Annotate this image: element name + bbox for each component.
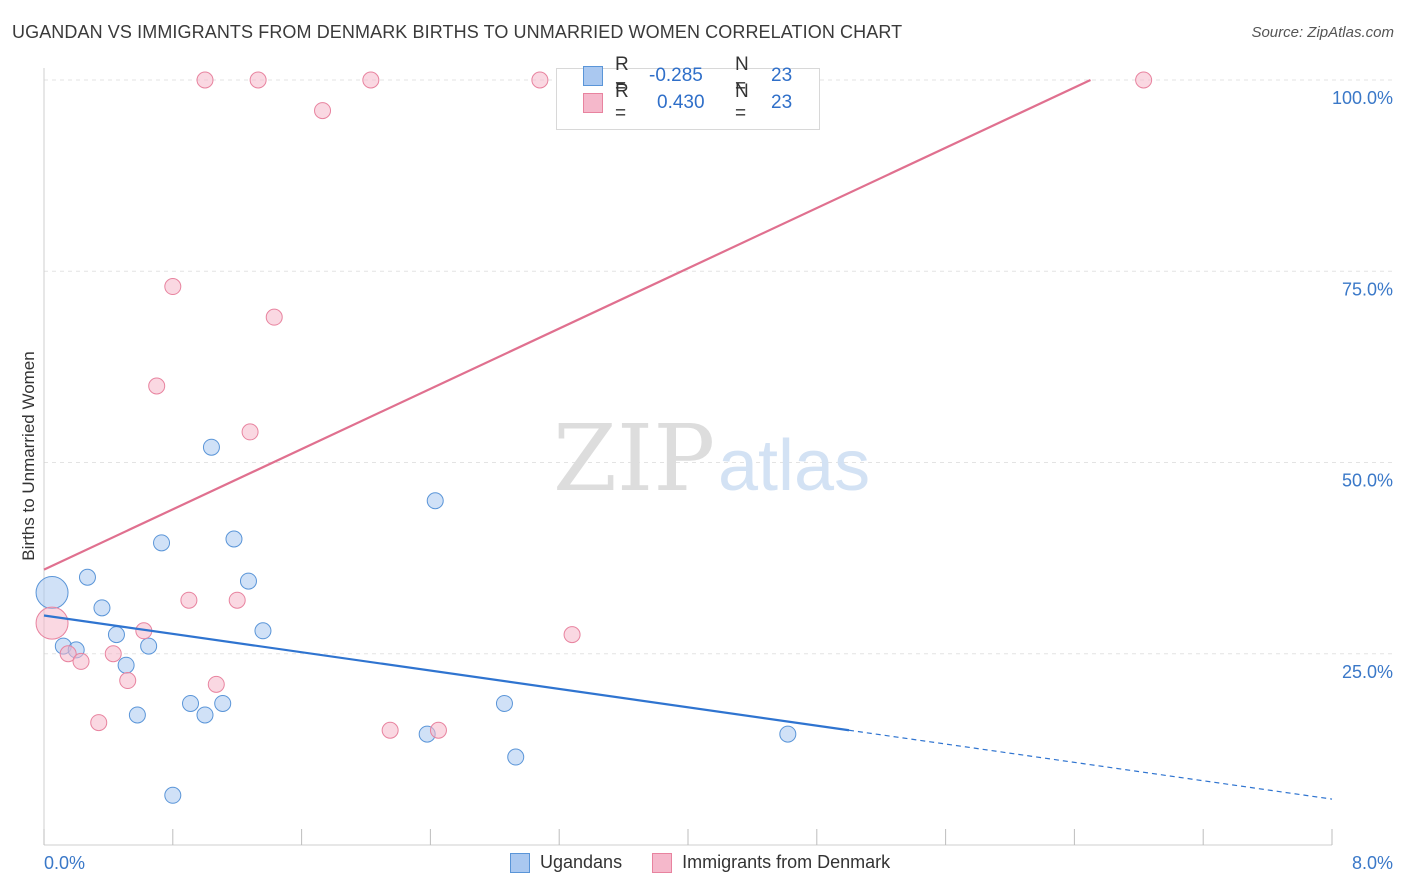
trend-line-extension [848, 729, 1333, 800]
stats-r-value: -0.285 [649, 65, 703, 86]
point-denmark [563, 626, 581, 644]
stats-legend: R = -0.285 N = 23 R = 0.430 N = 23 [556, 54, 820, 130]
tick-labels: 25.0% 50.0% 75.0% 100.0% 0.0% 8.0% [44, 88, 1393, 873]
stats-swatch-ugandans [583, 66, 603, 86]
x-tick-label: 8.0% [1352, 853, 1393, 873]
point-ugandans [202, 438, 220, 456]
point-denmark [35, 606, 69, 640]
trend-lines [43, 79, 1333, 800]
data-points [35, 71, 1153, 804]
point-ugandans [117, 656, 135, 674]
y-tick-label: 100.0% [1332, 88, 1393, 108]
point-denmark [148, 377, 166, 395]
point-ugandans [93, 599, 111, 617]
stats-r-value: 0.430 [657, 92, 705, 113]
point-ugandans [507, 748, 525, 766]
x-tick-label: 0.0% [44, 853, 85, 873]
legend-swatch-denmark [652, 852, 673, 873]
point-ugandans [78, 568, 96, 586]
stats-swatch-denmark [583, 93, 603, 113]
point-ugandans [239, 572, 257, 590]
point-denmark [90, 714, 108, 732]
point-ugandans [779, 725, 797, 743]
point-denmark [362, 71, 380, 89]
point-denmark [241, 423, 259, 441]
y-tick-label: 25.0% [1342, 662, 1393, 682]
point-ugandans [495, 694, 513, 712]
stats-r-label: R = [615, 81, 629, 124]
stats-n-label: N = [735, 81, 749, 124]
point-denmark [1135, 71, 1153, 89]
legend-label-ugandans: Ugandans [540, 852, 623, 872]
point-denmark [164, 278, 182, 296]
point-denmark [119, 672, 137, 690]
point-ugandans [426, 492, 444, 510]
watermark: ZIP atlas [553, 405, 870, 512]
point-denmark [265, 308, 283, 326]
point-denmark [429, 721, 447, 739]
point-ugandans [128, 706, 146, 724]
stats-n-label: N = [735, 54, 749, 97]
point-denmark [72, 652, 90, 670]
point-denmark [104, 645, 122, 663]
point-ugandans [107, 626, 125, 644]
point-denmark [207, 675, 225, 693]
y-axis-label: Births to Unmarried Women [19, 351, 38, 560]
point-denmark [196, 71, 214, 89]
point-ugandans [182, 694, 200, 712]
grid-lines [44, 79, 1395, 655]
y-tick-label: 75.0% [1342, 279, 1393, 299]
legend-swatch-ugandans [510, 852, 530, 873]
point-ugandans [35, 576, 69, 610]
point-ugandans [225, 530, 243, 548]
point-ugandans [153, 534, 171, 552]
stats-r-label: R = [615, 54, 629, 97]
trend-line-denmark [43, 79, 1091, 571]
point-denmark [531, 71, 549, 89]
watermark-zip: ZIP [553, 405, 715, 512]
chart-title: UGANDAN VS IMMIGRANTS FROM DENMARK BIRTH… [12, 22, 903, 42]
point-denmark [249, 71, 267, 89]
legend-label-denmark: Immigrants from Denmark [682, 852, 891, 872]
chart-source: Source: ZipAtlas.com [1251, 24, 1394, 41]
point-denmark [180, 591, 198, 609]
legend-item-denmark[interactable]: Immigrants from Denmark [652, 852, 890, 873]
stats-n-value: 23 [771, 92, 793, 113]
point-denmark [381, 721, 399, 739]
point-ugandans [214, 694, 232, 712]
stats-n-value: 23 [771, 65, 793, 86]
axes [43, 68, 1333, 846]
point-ugandans [140, 637, 158, 655]
point-denmark [59, 645, 77, 663]
y-tick-label: 50.0% [1342, 471, 1393, 491]
watermark-atlas: atlas [718, 426, 870, 506]
point-ugandans [164, 786, 182, 804]
point-denmark [228, 591, 246, 609]
trend-line-ugandans [43, 614, 850, 732]
point-denmark [314, 102, 332, 120]
point-ugandans [254, 622, 272, 640]
point-ugandans [196, 706, 214, 724]
legend-item-ugandans[interactable]: Ugandans [510, 852, 622, 873]
chart-legend: Ugandans Immigrants from Denmark [510, 852, 890, 873]
